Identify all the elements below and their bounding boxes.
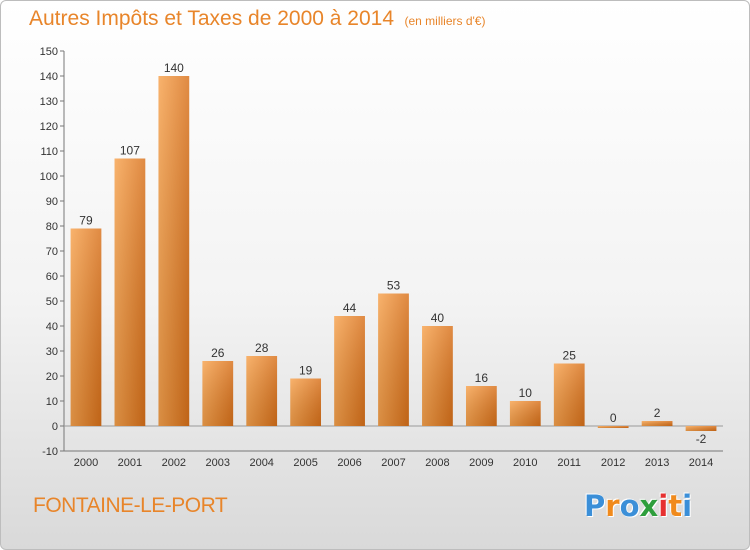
x-tick-label: 2010 xyxy=(513,457,537,469)
bar-shade xyxy=(290,378,322,426)
bar-shade xyxy=(465,386,497,426)
x-tick-label: 2007 xyxy=(381,457,405,469)
x-tick-label: 2005 xyxy=(293,457,317,469)
y-tick-label: 150 xyxy=(40,46,58,58)
chart-title: Autres Impôts et Taxes de 2000 à 2014 xyxy=(29,7,395,30)
bars xyxy=(70,76,717,431)
bar-shade xyxy=(422,326,453,426)
x-tick-label: 2004 xyxy=(249,457,273,469)
y-tick-label: 100 xyxy=(40,171,58,183)
chart-subtitle: (en milliers d'€) xyxy=(404,14,486,28)
bar-shade xyxy=(114,158,146,426)
bar-shade xyxy=(378,293,409,426)
bar-shade xyxy=(246,356,278,426)
data-label: 2 xyxy=(654,406,661,420)
place-name: FONTAINE-LE-PORT xyxy=(33,494,228,517)
data-label: 53 xyxy=(387,279,401,293)
x-tick-label: 2011 xyxy=(557,457,581,469)
bar-shade xyxy=(334,316,365,426)
x-tick-label: 2002 xyxy=(162,457,186,469)
y-tick-label: 0 xyxy=(52,421,58,433)
data-label: 25 xyxy=(563,349,577,363)
bar-shade xyxy=(70,228,102,426)
x-tick-label: 2013 xyxy=(645,457,669,469)
y-tick-label: 10 xyxy=(46,396,58,408)
data-label: 26 xyxy=(211,346,225,360)
brand-letter: i xyxy=(682,489,693,523)
data-label: -2 xyxy=(696,432,707,446)
x-tick-label: 2001 xyxy=(118,457,142,469)
x-tick-label: 2008 xyxy=(425,457,449,469)
brand-letter: P xyxy=(584,489,606,523)
y-tick-label: 20 xyxy=(46,371,58,383)
bar-shade xyxy=(553,363,585,426)
x-tick-label: 2012 xyxy=(601,457,625,469)
data-label: 79 xyxy=(79,214,93,228)
bar-shade xyxy=(597,426,629,428)
y-tick-label: 30 xyxy=(46,346,58,358)
brand-letter: o xyxy=(619,489,640,523)
data-label: 140 xyxy=(164,61,184,75)
y-tick-label: 70 xyxy=(46,246,58,258)
data-label: 16 xyxy=(475,371,489,385)
y-tick-label: -10 xyxy=(42,446,58,458)
data-label: 40 xyxy=(431,311,445,325)
y-tick-label: 40 xyxy=(46,321,58,333)
x-tick-label: 2003 xyxy=(206,457,230,469)
y-tick-label: 60 xyxy=(46,271,58,283)
data-label: 44 xyxy=(343,301,357,315)
y-tick-label: 90 xyxy=(46,196,58,208)
y-tick-label: 110 xyxy=(40,146,58,158)
bar-shade xyxy=(202,361,234,426)
brand-logo: Proxiti xyxy=(584,489,692,523)
bar-shade xyxy=(509,401,541,426)
x-tick-label: 2006 xyxy=(337,457,361,469)
data-label: 28 xyxy=(255,341,269,355)
y-tick-label: 50 xyxy=(46,296,58,308)
y-tick-label: 130 xyxy=(40,96,58,108)
y-tick-label: 120 xyxy=(40,121,58,133)
brand-letter: r xyxy=(605,489,620,523)
chart-header: Autres Impôts et Taxes de 2000 à 2014 (e… xyxy=(29,7,485,31)
bar-shade xyxy=(158,76,190,426)
y-axis: -10 0 10 20 30 40 50 60 70 80 90 100 110 120 130 140 150 xyxy=(40,46,65,458)
bar-shade xyxy=(685,426,717,431)
y-tick-label: 80 xyxy=(46,221,58,233)
data-label: 107 xyxy=(120,144,140,158)
x-tick-label: 2009 xyxy=(469,457,493,469)
brand-letter: t xyxy=(668,489,683,523)
y-tick-label: 140 xyxy=(40,71,58,83)
x-tick-label: 2014 xyxy=(689,457,713,469)
data-label: 19 xyxy=(299,364,313,378)
x-tick-label: 2000 xyxy=(74,457,98,469)
data-labels: 79 107 140 26 28 19 44 53 40 16 10 25 0 2 -2 xyxy=(79,61,706,446)
data-label: 10 xyxy=(519,386,533,400)
data-label: 0 xyxy=(610,411,617,425)
bar-shade xyxy=(641,421,673,426)
brand-letter: i xyxy=(658,489,669,523)
x-axis: 2000 2001 2002 2003 2004 2005 2006 2007 2008 2009… xyxy=(64,425,723,469)
brand-letter: x xyxy=(639,489,659,523)
